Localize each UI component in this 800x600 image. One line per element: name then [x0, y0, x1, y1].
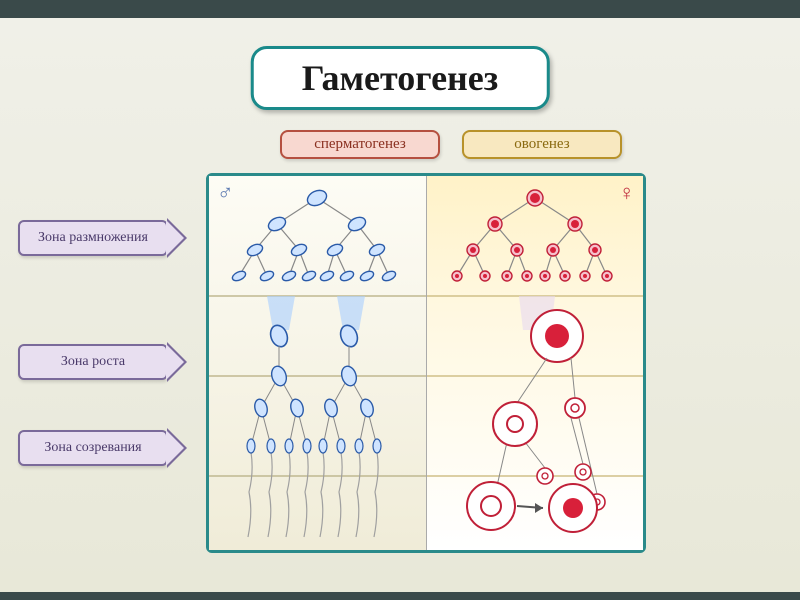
zone-mat-text: Зона созревания — [44, 440, 141, 455]
subtitle-male-text: сперматогенез — [314, 136, 406, 152]
slide: Гаметогенез сперматогенез овогенез Зона … — [0, 0, 800, 600]
subtitle-oogenesis: овогенез — [462, 130, 622, 159]
main-title: Гаметогенез — [302, 58, 499, 98]
zone-grw-text: Зона роста — [61, 354, 125, 369]
main-title-box: Гаметогенез — [251, 46, 550, 110]
zone-growth-label: Зона роста — [18, 344, 168, 380]
female-diagram-svg — [427, 176, 644, 550]
zone-multiplication-label: Зона размножения — [18, 220, 168, 256]
subtitle-spermatogenesis: сперматогенез — [280, 130, 440, 159]
subtitle-female-text: овогенез — [514, 136, 569, 152]
panel-male: ♂ — [209, 176, 427, 550]
male-diagram-svg — [209, 176, 427, 550]
diagram-frame: ♂ ♀ — [206, 173, 646, 553]
zone-mul-text: Зона размножения — [38, 230, 148, 245]
zone-maturation-label: Зона созревания — [18, 430, 168, 466]
panel-female: ♀ — [427, 176, 644, 550]
